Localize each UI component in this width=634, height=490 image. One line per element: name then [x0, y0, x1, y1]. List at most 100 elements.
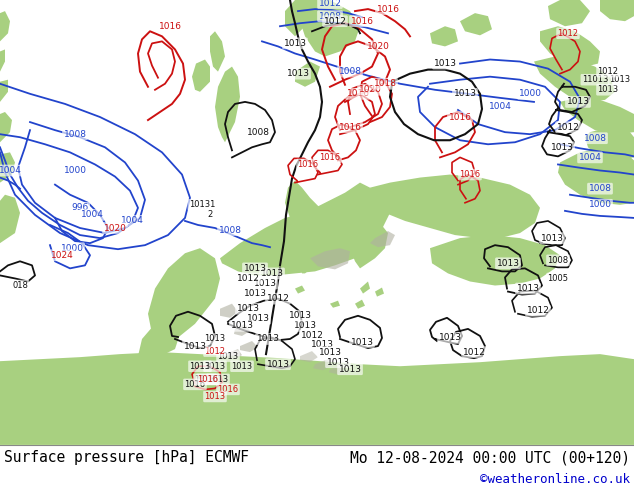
Text: 1013: 1013	[287, 69, 309, 78]
Text: 1013: 1013	[257, 335, 280, 343]
Text: 1012: 1012	[527, 306, 550, 315]
Polygon shape	[540, 26, 600, 68]
Polygon shape	[430, 26, 458, 47]
Text: 1008: 1008	[247, 128, 269, 137]
Text: 1013: 1013	[541, 234, 564, 243]
Text: 1016: 1016	[460, 170, 481, 179]
Polygon shape	[560, 97, 634, 134]
Polygon shape	[348, 218, 388, 269]
Polygon shape	[300, 351, 318, 362]
Text: 1013: 1013	[266, 360, 290, 368]
Text: 1013: 1013	[294, 321, 316, 330]
Text: 1013: 1013	[496, 259, 519, 268]
Text: 1016: 1016	[339, 122, 361, 132]
Polygon shape	[310, 248, 350, 270]
Text: 1013: 1013	[609, 75, 631, 84]
Text: 1013: 1013	[243, 289, 266, 298]
Polygon shape	[300, 0, 360, 56]
Polygon shape	[0, 112, 12, 142]
Polygon shape	[288, 198, 380, 248]
Text: 1024: 1024	[51, 251, 74, 260]
Text: 2: 2	[207, 210, 212, 220]
Polygon shape	[215, 67, 240, 142]
Text: 1013: 1013	[351, 338, 373, 346]
Text: 1005: 1005	[548, 274, 569, 283]
Polygon shape	[370, 231, 395, 247]
Polygon shape	[370, 174, 540, 238]
Text: 1013: 1013	[236, 304, 259, 313]
Text: 996: 996	[72, 203, 89, 212]
Text: 1016: 1016	[197, 375, 219, 384]
Text: 1013: 1013	[550, 143, 574, 152]
Polygon shape	[220, 183, 390, 275]
Text: 1000: 1000	[63, 166, 86, 175]
Text: 1012: 1012	[323, 17, 346, 25]
Polygon shape	[313, 359, 332, 370]
Text: 1008: 1008	[547, 256, 569, 265]
Polygon shape	[355, 300, 365, 309]
Text: 1013: 1013	[597, 85, 619, 94]
Polygon shape	[285, 181, 338, 273]
Text: 1013: 1013	[207, 375, 229, 384]
Polygon shape	[558, 147, 634, 205]
Text: 1013: 1013	[434, 59, 456, 68]
Text: 1020: 1020	[359, 85, 382, 94]
Polygon shape	[210, 31, 225, 72]
Polygon shape	[0, 80, 8, 102]
Polygon shape	[534, 56, 615, 102]
Polygon shape	[234, 324, 250, 336]
Text: 1013: 1013	[204, 392, 226, 401]
Polygon shape	[138, 319, 180, 361]
Text: 1012: 1012	[597, 67, 619, 76]
Text: 1020: 1020	[103, 223, 126, 233]
Text: 1013: 1013	[190, 362, 210, 371]
Text: ©weatheronline.co.uk: ©weatheronline.co.uk	[480, 473, 630, 487]
Text: 1004: 1004	[489, 102, 512, 111]
Text: 1013: 1013	[231, 362, 252, 371]
Text: 1004: 1004	[0, 166, 22, 175]
Text: 1012: 1012	[205, 346, 226, 356]
Text: 1004: 1004	[579, 153, 602, 162]
Text: 1004: 1004	[81, 210, 103, 220]
Text: 1013: 1013	[204, 362, 226, 371]
Text: 1013: 1013	[517, 284, 540, 293]
Text: 1016: 1016	[351, 17, 373, 25]
Text: 1013: 1013	[261, 269, 283, 278]
Text: 1013: 1013	[453, 89, 477, 98]
Polygon shape	[192, 59, 210, 92]
Text: 1013: 1013	[327, 358, 349, 367]
Polygon shape	[220, 304, 238, 318]
Polygon shape	[148, 248, 220, 344]
Polygon shape	[548, 0, 590, 26]
Text: 1013: 1013	[217, 352, 238, 361]
Text: 1012: 1012	[236, 274, 259, 283]
Text: 1016: 1016	[158, 22, 181, 31]
Text: 1013: 1013	[183, 342, 207, 350]
Text: 1012: 1012	[557, 122, 579, 132]
Polygon shape	[600, 0, 634, 21]
Text: 1013: 1013	[254, 279, 276, 288]
Text: 1013: 1013	[204, 335, 226, 343]
Text: 018: 018	[12, 281, 28, 290]
Polygon shape	[585, 127, 634, 160]
Polygon shape	[285, 0, 320, 36]
Text: 1016: 1016	[377, 4, 399, 14]
Text: 1008: 1008	[63, 130, 86, 139]
Text: 1000: 1000	[519, 89, 541, 98]
Polygon shape	[360, 281, 370, 294]
Text: 1016: 1016	[347, 89, 370, 98]
Polygon shape	[460, 13, 492, 35]
Text: 1016: 1016	[320, 153, 340, 162]
Text: 1013: 1013	[283, 39, 306, 48]
Polygon shape	[430, 235, 560, 286]
Polygon shape	[0, 352, 634, 445]
Text: 1013: 1013	[339, 365, 361, 374]
Text: 1012: 1012	[318, 0, 342, 7]
Text: 1008: 1008	[318, 12, 342, 21]
Text: 10131: 10131	[189, 200, 215, 209]
Text: 1013: 1013	[567, 98, 590, 106]
Text: 1016: 1016	[448, 113, 472, 122]
Text: 1013: 1013	[243, 264, 266, 273]
Text: 1008: 1008	[219, 225, 242, 235]
Polygon shape	[0, 195, 20, 243]
